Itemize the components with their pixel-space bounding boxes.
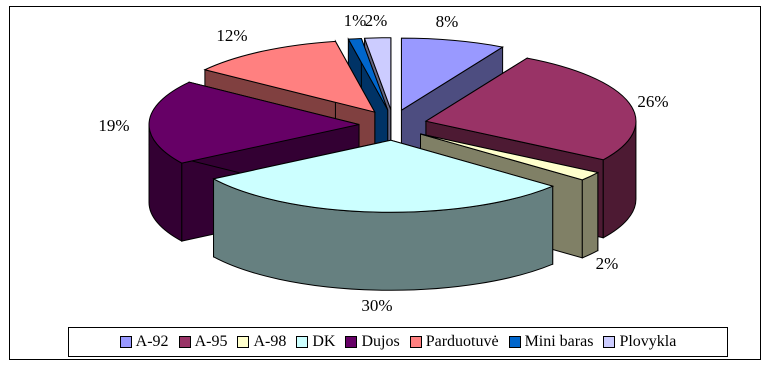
legend-swatch bbox=[296, 336, 309, 348]
chart-frame: 8% 26% 2% 30% 19% 12% 1% 2% A-92 A-95 A-98 DK Dujos… bbox=[9, 6, 761, 360]
legend-item-a-92: A-92 bbox=[119, 333, 169, 351]
legend-swatch bbox=[119, 336, 132, 348]
legend-label: Dujos bbox=[361, 333, 400, 350]
legend-item-dujos: Dujos bbox=[345, 333, 400, 351]
legend-item-mini-baras: Mini baras bbox=[508, 333, 594, 351]
legend-label: Mini baras bbox=[524, 333, 594, 350]
legend-item-plovykla: Plovykla bbox=[603, 333, 676, 351]
legend-item-parduotuvė: Parduotuvė bbox=[409, 333, 499, 351]
data-label-dk: 30% bbox=[361, 296, 392, 315]
legend-label: Plovykla bbox=[619, 333, 677, 350]
legend-swatch bbox=[345, 336, 358, 348]
data-label-mini-baras: 1% bbox=[344, 11, 367, 30]
data-label-a-98: 2% bbox=[596, 254, 619, 273]
pie-slice-dk bbox=[212, 139, 555, 291]
legend-item-a-98: A-98 bbox=[237, 333, 286, 351]
legend-item-dk: DK bbox=[296, 333, 335, 351]
legend-label: A-95 bbox=[194, 333, 228, 350]
legend-label: DK bbox=[312, 333, 336, 350]
legend-swatch bbox=[178, 336, 191, 348]
legend-label: A-92 bbox=[135, 333, 169, 350]
legend-swatch bbox=[409, 336, 422, 348]
legend-swatch bbox=[237, 336, 250, 348]
data-label-dujos: 19% bbox=[98, 116, 129, 135]
legend-item-a-95: A-95 bbox=[178, 333, 228, 351]
data-label-a-95: 26% bbox=[637, 92, 668, 111]
legend-swatch bbox=[508, 336, 521, 348]
data-label-parduotuvė: 12% bbox=[216, 26, 247, 45]
data-label-plovykla: 2% bbox=[365, 11, 388, 30]
legend-swatch bbox=[603, 336, 616, 348]
legend-label: A-98 bbox=[253, 333, 287, 350]
pie-chart: 8%26%2%30%19%12%1%2% bbox=[98, 11, 668, 315]
chart-legend: A-92 A-95 A-98 DK Dujos Parduotuvė Mini baras P… bbox=[68, 327, 728, 357]
data-label-a-92: 8% bbox=[436, 12, 459, 31]
legend-label: Parduotuvė bbox=[425, 333, 499, 350]
